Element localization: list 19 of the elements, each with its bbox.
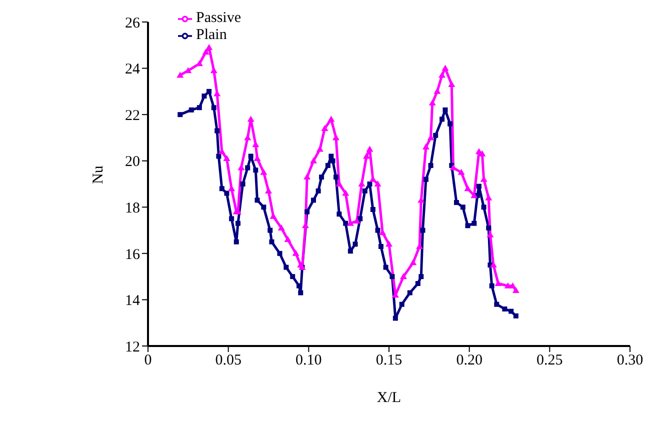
y-tick-label: 14 — [125, 293, 140, 310]
x-tick-label: 0.10 — [296, 352, 322, 369]
x-tick-label: 0.15 — [376, 352, 402, 369]
x-tick-label: 0.05 — [215, 352, 242, 369]
x-tick-label: 0 — [144, 352, 152, 369]
y-axis-title: Nu — [90, 165, 106, 184]
legend-label: Plain — [196, 27, 227, 43]
y-tick-label: 20 — [125, 154, 140, 170]
y-tick-label: 22 — [125, 108, 140, 124]
legend-label: Passive — [196, 10, 241, 26]
y-tick-label: 16 — [125, 246, 140, 263]
x-tick-label: 0.25 — [536, 352, 563, 369]
x-tick-label: 0.30 — [616, 352, 644, 369]
y-tick-label: 12 — [125, 339, 140, 356]
x-axis-title: X/L — [376, 390, 402, 406]
y-tick-label: 24 — [125, 62, 140, 78]
x-tick-label: 0.20 — [456, 352, 482, 369]
y-tick-label: 18 — [125, 200, 140, 216]
y-tick-label: 26 — [125, 15, 140, 32]
